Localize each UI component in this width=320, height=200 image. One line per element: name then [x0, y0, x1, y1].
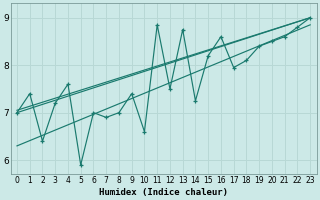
X-axis label: Humidex (Indice chaleur): Humidex (Indice chaleur): [99, 188, 228, 197]
